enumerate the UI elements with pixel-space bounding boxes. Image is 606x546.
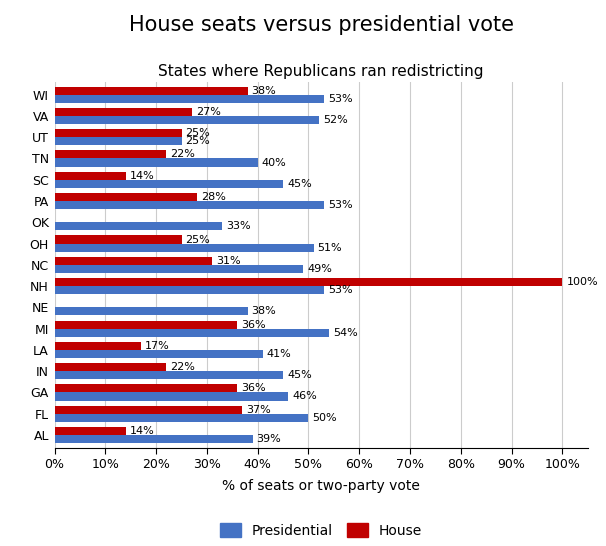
Bar	[55, 350, 263, 358]
Text: 100%: 100%	[567, 277, 598, 287]
Bar	[55, 321, 238, 329]
Text: 53%: 53%	[328, 200, 353, 210]
Bar	[55, 171, 125, 180]
Text: House seats versus presidential vote: House seats versus presidential vote	[128, 15, 514, 35]
Bar	[55, 427, 125, 435]
Bar	[55, 278, 562, 286]
Text: 22%: 22%	[170, 362, 195, 372]
Bar	[55, 384, 238, 393]
Bar	[55, 222, 222, 230]
Legend: Presidential, House: Presidential, House	[215, 517, 428, 543]
Title: States where Republicans ran redistricting: States where Republicans ran redistricti…	[158, 64, 484, 79]
Bar	[55, 158, 258, 167]
Bar	[55, 371, 283, 379]
Bar	[55, 137, 182, 145]
Text: 36%: 36%	[241, 383, 266, 393]
Text: 52%: 52%	[323, 115, 347, 125]
Bar	[55, 257, 212, 265]
Text: 25%: 25%	[185, 136, 210, 146]
Bar	[55, 180, 283, 188]
Text: 49%: 49%	[307, 264, 332, 274]
Bar	[55, 108, 191, 116]
Bar	[55, 244, 313, 252]
Text: 45%: 45%	[287, 179, 312, 189]
Bar	[55, 406, 242, 414]
Bar	[55, 286, 324, 294]
X-axis label: % of seats or two-party vote: % of seats or two-party vote	[222, 479, 420, 494]
Bar	[55, 94, 324, 103]
Text: 50%: 50%	[313, 413, 337, 423]
Text: 27%: 27%	[196, 107, 221, 117]
Text: 31%: 31%	[216, 256, 241, 266]
Bar	[55, 307, 247, 316]
Text: 46%: 46%	[292, 391, 317, 401]
Text: 22%: 22%	[170, 150, 195, 159]
Text: 37%: 37%	[247, 405, 271, 414]
Bar	[55, 150, 166, 158]
Bar	[55, 116, 319, 124]
Bar	[55, 363, 166, 371]
Bar	[55, 235, 182, 244]
Text: 53%: 53%	[328, 285, 353, 295]
Bar	[55, 393, 288, 401]
Text: 40%: 40%	[262, 157, 287, 168]
Bar	[55, 414, 308, 422]
Text: 54%: 54%	[333, 328, 358, 337]
Text: 41%: 41%	[267, 349, 291, 359]
Bar	[55, 201, 324, 209]
Text: 38%: 38%	[251, 306, 276, 316]
Text: 14%: 14%	[130, 426, 155, 436]
Text: 53%: 53%	[328, 94, 353, 104]
Bar	[55, 329, 329, 337]
Text: 17%: 17%	[145, 341, 170, 351]
Text: 25%: 25%	[185, 234, 210, 245]
Text: 51%: 51%	[318, 242, 342, 253]
Text: 14%: 14%	[130, 171, 155, 181]
Bar	[55, 87, 247, 94]
Text: 28%: 28%	[201, 192, 225, 202]
Bar	[55, 342, 141, 350]
Bar	[55, 435, 253, 443]
Text: 25%: 25%	[185, 128, 210, 138]
Text: 39%: 39%	[257, 434, 281, 444]
Text: 36%: 36%	[241, 319, 266, 330]
Text: 38%: 38%	[251, 86, 276, 96]
Text: 45%: 45%	[287, 370, 312, 380]
Text: 33%: 33%	[226, 221, 251, 232]
Bar	[55, 129, 182, 137]
Bar	[55, 193, 197, 201]
Bar	[55, 265, 304, 273]
